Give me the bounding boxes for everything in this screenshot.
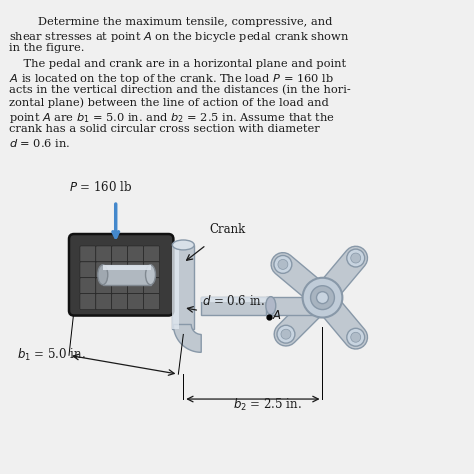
Circle shape [347, 328, 365, 346]
Text: $A$ is located on the top of the crank. The load $P$ = 160 lb: $A$ is located on the top of the crank. … [9, 72, 334, 86]
FancyBboxPatch shape [80, 246, 96, 262]
FancyBboxPatch shape [144, 294, 159, 310]
Bar [266, 297, 328, 315]
Circle shape [310, 286, 335, 310]
Bar [173, 245, 194, 329]
Bar [103, 265, 151, 270]
Ellipse shape [266, 297, 276, 315]
Ellipse shape [146, 265, 155, 285]
Bar [173, 245, 179, 329]
FancyBboxPatch shape [80, 262, 96, 278]
FancyBboxPatch shape [128, 246, 144, 262]
Text: $A$: $A$ [272, 309, 282, 321]
FancyBboxPatch shape [96, 278, 112, 294]
FancyBboxPatch shape [96, 246, 112, 262]
Circle shape [281, 329, 291, 339]
Text: crank has a solid circular cross section with diameter: crank has a solid circular cross section… [9, 124, 320, 134]
FancyBboxPatch shape [128, 278, 144, 294]
Text: in the figure.: in the figure. [9, 43, 85, 53]
Ellipse shape [98, 265, 108, 285]
FancyBboxPatch shape [112, 246, 128, 262]
Circle shape [317, 292, 328, 304]
Text: $b_1$ = 5.0 in.: $b_1$ = 5.0 in. [17, 347, 86, 364]
Text: Crank: Crank [209, 223, 246, 236]
FancyBboxPatch shape [128, 262, 144, 278]
Circle shape [351, 253, 361, 263]
Text: $b_2$ = 2.5 in.: $b_2$ = 2.5 in. [233, 397, 302, 413]
Circle shape [277, 325, 295, 343]
FancyBboxPatch shape [96, 262, 112, 278]
Text: Determine the maximum tensile, compressive, and: Determine the maximum tensile, compressi… [9, 17, 333, 27]
Bar [103, 265, 151, 285]
Text: $d$ = 0.6 in.: $d$ = 0.6 in. [202, 293, 265, 308]
FancyBboxPatch shape [69, 234, 173, 316]
FancyBboxPatch shape [144, 262, 159, 278]
Text: shear stresses at point $A$ on the bicycle pedal crank shown: shear stresses at point $A$ on the bicyc… [9, 30, 350, 44]
Bar [201, 297, 271, 315]
Circle shape [274, 255, 292, 273]
Bar [201, 297, 271, 301]
Text: The pedal and crank are in a horizontal plane and point: The pedal and crank are in a horizontal … [9, 59, 346, 69]
Text: acts in the vertical direction and the distances (in the hori-: acts in the vertical direction and the d… [9, 85, 351, 95]
Circle shape [278, 259, 288, 269]
Ellipse shape [173, 240, 194, 250]
Circle shape [302, 278, 342, 318]
FancyBboxPatch shape [128, 294, 144, 310]
Text: $P$ = 160 lb: $P$ = 160 lb [69, 180, 132, 194]
Text: $d$ = 0.6 in.: $d$ = 0.6 in. [9, 137, 71, 148]
Circle shape [351, 332, 361, 342]
FancyBboxPatch shape [112, 278, 128, 294]
FancyBboxPatch shape [96, 294, 112, 310]
FancyBboxPatch shape [80, 294, 96, 310]
Polygon shape [173, 325, 201, 352]
FancyBboxPatch shape [144, 246, 159, 262]
Circle shape [347, 249, 365, 267]
Text: point $A$ are $b_1$ = 5.0 in. and $b_2$ = 2.5 in. Assume that the: point $A$ are $b_1$ = 5.0 in. and $b_2$ … [9, 111, 336, 125]
Text: zontal plane) between the line of action of the load and: zontal plane) between the line of action… [9, 98, 329, 109]
FancyBboxPatch shape [80, 278, 96, 294]
FancyBboxPatch shape [144, 278, 159, 294]
FancyBboxPatch shape [112, 262, 128, 278]
FancyBboxPatch shape [112, 294, 128, 310]
